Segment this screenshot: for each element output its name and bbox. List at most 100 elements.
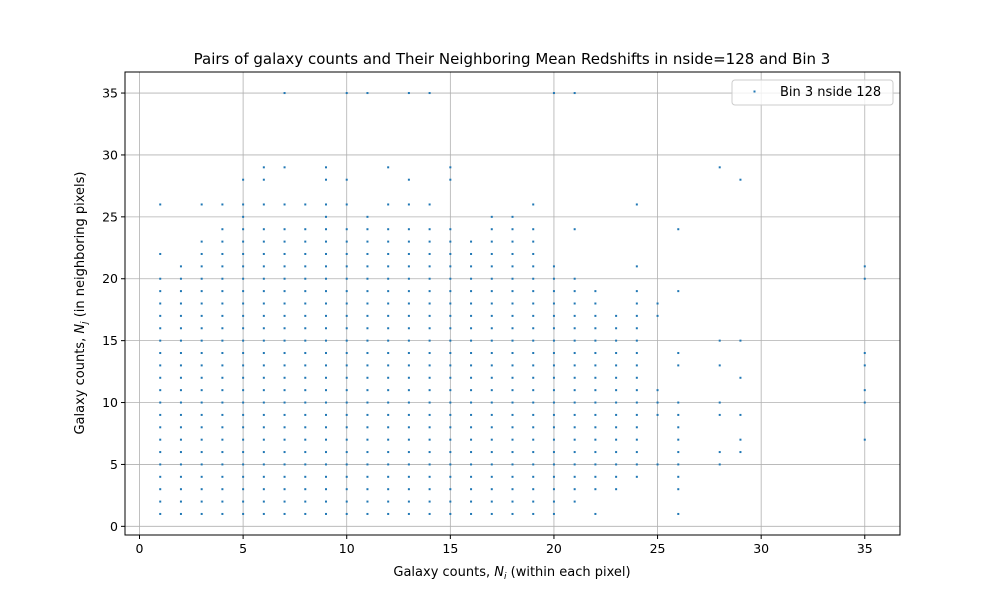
y-tick-label: 10 — [102, 395, 118, 410]
data-point — [511, 413, 514, 416]
data-point — [325, 265, 328, 268]
data-point — [656, 389, 659, 392]
data-point — [449, 277, 452, 280]
data-point — [470, 352, 473, 355]
data-point — [615, 364, 618, 367]
data-point — [449, 265, 452, 268]
data-point — [470, 327, 473, 330]
data-point — [449, 327, 452, 330]
data-point — [304, 475, 307, 478]
data-point — [345, 302, 348, 305]
data-point — [304, 401, 307, 404]
data-point — [325, 339, 328, 342]
data-point — [325, 401, 328, 404]
data-point — [656, 401, 659, 404]
data-point — [428, 327, 431, 330]
data-point — [407, 413, 410, 416]
data-point — [262, 475, 265, 478]
data-point — [573, 438, 576, 441]
data-point — [221, 500, 224, 503]
data-point — [283, 277, 286, 280]
data-point — [242, 228, 245, 231]
data-point — [594, 290, 597, 293]
data-point — [387, 166, 390, 169]
data-point — [304, 364, 307, 367]
data-point — [304, 463, 307, 466]
data-point — [387, 252, 390, 255]
data-point — [718, 451, 721, 454]
data-point — [428, 512, 431, 515]
data-point — [304, 512, 307, 515]
data-point — [470, 413, 473, 416]
data-point — [221, 401, 224, 404]
data-point — [262, 339, 265, 342]
data-point — [511, 426, 514, 429]
data-point — [635, 314, 638, 317]
data-point — [242, 277, 245, 280]
data-point — [304, 426, 307, 429]
data-point — [325, 463, 328, 466]
data-point — [242, 339, 245, 342]
data-point — [366, 451, 369, 454]
data-point — [449, 290, 452, 293]
data-point — [449, 488, 452, 491]
data-point — [262, 290, 265, 293]
data-point — [635, 290, 638, 293]
data-point — [428, 228, 431, 231]
data-point — [532, 376, 535, 379]
data-point — [635, 413, 638, 416]
data-point — [159, 451, 162, 454]
data-point — [470, 389, 473, 392]
data-point — [366, 389, 369, 392]
data-point — [449, 376, 452, 379]
data-point — [304, 376, 307, 379]
data-point — [242, 401, 245, 404]
data-point — [490, 252, 493, 255]
data-point — [366, 500, 369, 503]
data-point — [283, 265, 286, 268]
data-point — [428, 488, 431, 491]
data-point — [863, 265, 866, 268]
data-point — [262, 413, 265, 416]
data-point — [407, 401, 410, 404]
data-point — [573, 426, 576, 429]
data-point — [366, 401, 369, 404]
data-point — [428, 413, 431, 416]
data-point — [718, 166, 721, 169]
data-point — [677, 463, 680, 466]
data-point — [428, 475, 431, 478]
data-point — [304, 203, 307, 206]
data-point — [200, 500, 203, 503]
data-point — [449, 475, 452, 478]
data-point — [242, 463, 245, 466]
data-point — [449, 352, 452, 355]
data-point — [345, 475, 348, 478]
data-point — [573, 290, 576, 293]
data-point — [221, 203, 224, 206]
data-point — [428, 252, 431, 255]
data-point — [407, 389, 410, 392]
data-point — [428, 500, 431, 503]
data-point — [366, 364, 369, 367]
y-tick-label: 20 — [102, 271, 118, 286]
data-point — [532, 339, 535, 342]
data-point — [511, 364, 514, 367]
data-point — [532, 389, 535, 392]
data-point — [407, 500, 410, 503]
data-point — [552, 500, 555, 503]
data-point — [573, 413, 576, 416]
data-point — [200, 252, 203, 255]
chart-title: Pairs of galaxy counts and Their Neighbo… — [194, 50, 831, 68]
data-point — [594, 302, 597, 305]
data-point — [490, 228, 493, 231]
data-point — [200, 364, 203, 367]
data-point — [449, 463, 452, 466]
data-point — [532, 240, 535, 243]
data-point — [200, 290, 203, 293]
data-point — [159, 463, 162, 466]
data-point — [532, 302, 535, 305]
data-point — [615, 389, 618, 392]
data-point — [449, 166, 452, 169]
data-point — [677, 512, 680, 515]
data-point — [407, 364, 410, 367]
